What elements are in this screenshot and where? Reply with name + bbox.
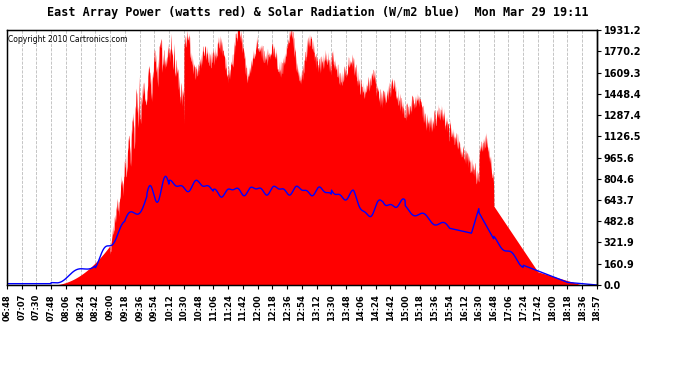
Text: East Array Power (watts red) & Solar Radiation (W/m2 blue)  Mon Mar 29 19:11: East Array Power (watts red) & Solar Rad… — [47, 6, 588, 19]
Text: Copyright 2010 Cartronics.com: Copyright 2010 Cartronics.com — [8, 35, 128, 44]
